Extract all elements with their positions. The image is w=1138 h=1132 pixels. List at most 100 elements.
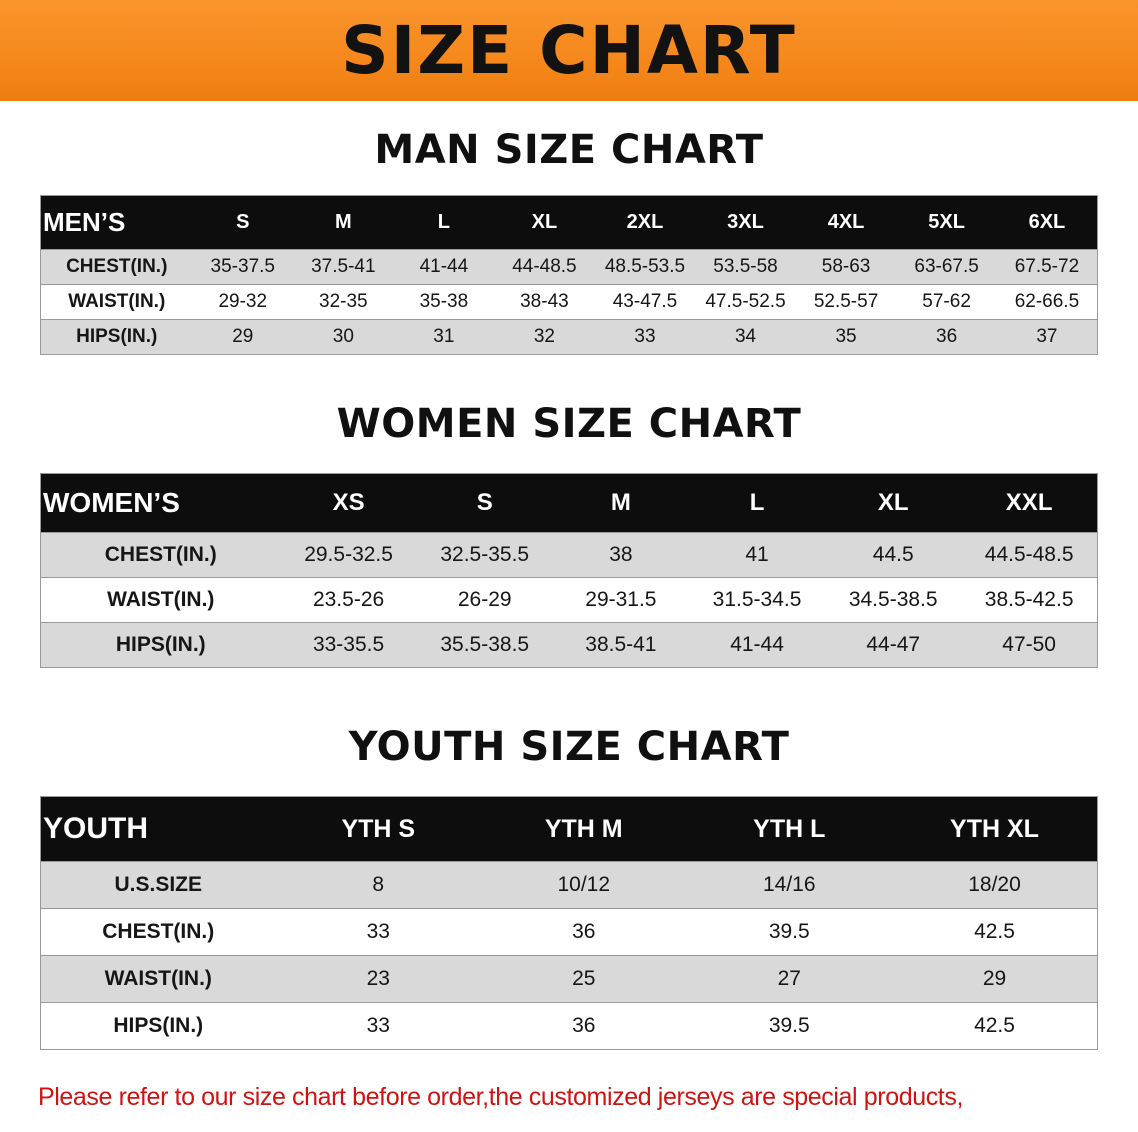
notice-line-1: Please refer to our size chart before or… (38, 1083, 963, 1111)
size-cell: 36 (572, 1014, 596, 1037)
row-label: U.S.SIZE (114, 873, 203, 896)
size-cell: 32-35 (319, 291, 368, 312)
size-cell: 32 (533, 326, 555, 347)
size-cell: 25 (572, 967, 596, 990)
size-cell: 38.5-41 (585, 633, 657, 656)
men-section: MAN SIZE CHART MEN’S S M L XL 2XL 3XL 4X… (0, 127, 1138, 355)
notice-line-2: we don’t accept cancel, change, teturn o… (38, 1129, 861, 1132)
size-cell: 67.5-72 (1014, 256, 1080, 277)
size-column-header: 4XL (795, 195, 897, 250)
size-cell: 23.5-26 (312, 588, 385, 611)
size-cell: 48.5-53.5 (604, 256, 686, 277)
youth-size-table: YOUTH YTH S YTH M YTH L YTH XL U.S.SIZE … (40, 796, 1098, 1050)
size-cell: 63-67.5 (914, 256, 979, 277)
table-row: WAIST(IN.) 29-32 32-35 35-38 38-43 43-47… (40, 284, 1098, 320)
men-heading: MAN SIZE CHART (374, 127, 764, 173)
women-heading: WOMEN SIZE CHART (336, 401, 802, 447)
size-cell: 35-38 (419, 291, 469, 312)
size-cell: 44-48.5 (512, 256, 577, 277)
size-cell: 33 (366, 920, 390, 943)
size-column-header: XL (825, 473, 962, 533)
size-cell: 41-44 (419, 256, 469, 277)
size-column-header: YTH L (686, 796, 892, 862)
table-row: HIPS(IN.) 33 36 39.5 42.5 (40, 1002, 1098, 1050)
size-column-header: M (552, 473, 689, 533)
size-column-header: XS (280, 473, 417, 533)
size-column-header: 5XL (896, 195, 997, 250)
page-title: SIZE CHART (341, 11, 797, 89)
size-cell: 43-47.5 (612, 291, 678, 312)
size-cell: 62-66.5 (1014, 291, 1080, 312)
size-cell: 41 (745, 543, 769, 566)
size-cell: 35 (835, 326, 857, 347)
table-row: CHEST(IN.) 35-37.5 37.5-41 41-44 44-48.5… (40, 249, 1098, 285)
size-cell: 26-29 (457, 588, 512, 611)
table-row: WAIST(IN.) 23.5-26 26-29 29-31.5 31.5-34… (40, 577, 1098, 623)
size-cell: 29-31.5 (585, 588, 657, 611)
size-cell: 42.5 (974, 1014, 1015, 1037)
table-row: HIPS(IN.) 33-35.5 35.5-38.5 38.5-41 41-4… (40, 622, 1098, 668)
size-cell: 27 (777, 967, 801, 990)
table-row: WAIST(IN.) 23 25 27 29 (40, 955, 1098, 1003)
size-cell: 30 (332, 326, 354, 347)
size-cell: 33-35.5 (312, 633, 385, 656)
size-cell: 44-47 (866, 633, 921, 656)
size-column-header: L (688, 473, 826, 533)
youth-section: YOUTH SIZE CHART YOUTH YTH S YTH M YTH L… (0, 724, 1138, 1050)
size-column-header: S (192, 195, 294, 250)
size-column-header: L (393, 195, 495, 250)
size-column-header: YTH S (275, 796, 481, 862)
size-column-header: M (293, 195, 394, 250)
size-column-header: XXL (961, 473, 1098, 533)
size-cell: 8 (372, 873, 385, 896)
women-section: WOMEN SIZE CHART WOMEN’S XS S M L XL XXL… (0, 401, 1138, 668)
size-column-header: 3XL (695, 195, 796, 250)
size-cell: 32.5-35.5 (440, 543, 530, 566)
size-cell: 44.5-48.5 (984, 543, 1074, 566)
men-table-label: MEN’S (40, 195, 193, 250)
size-cell: 39.5 (768, 920, 810, 943)
table-row: CHEST(IN.) 33 36 39.5 42.5 (40, 908, 1098, 956)
size-cell: 33 (634, 326, 656, 347)
size-cell: 44.5 (872, 543, 914, 566)
size-cell: 34 (734, 326, 757, 347)
size-cell: 47-50 (1002, 633, 1056, 656)
row-label: WAIST(IN.) (68, 291, 166, 312)
table-header-row: MEN’S S M L XL 2XL 3XL 4XL 5XL 6XL (40, 195, 1098, 250)
row-label: HIPS(IN.) (115, 633, 206, 656)
table-row: HIPS(IN.) 29 30 31 32 33 34 35 36 37 (40, 319, 1098, 355)
row-label: WAIST(IN.) (104, 967, 212, 990)
row-label: WAIST(IN.) (107, 588, 215, 611)
table-header-row: WOMEN’S XS S M L XL XXL (40, 473, 1098, 533)
banner: SIZE CHART (0, 0, 1138, 101)
size-cell: 47.5-52.5 (705, 291, 786, 312)
size-column-header: 6XL (996, 195, 1098, 250)
size-cell: 29 (982, 967, 1007, 990)
size-cell: 10/12 (557, 873, 611, 896)
women-table-label: WOMEN’S (40, 473, 281, 533)
size-cell: 35-37.5 (210, 256, 275, 277)
men-size-table: MEN’S S M L XL 2XL 3XL 4XL 5XL 6XL CHEST… (40, 195, 1098, 355)
women-size-table: WOMEN’S XS S M L XL XXL CHEST(IN.) 29.5-… (40, 473, 1098, 668)
size-cell: 58-63 (821, 256, 871, 277)
size-cell: 31.5-34.5 (712, 588, 802, 611)
size-cell: 36 (936, 326, 958, 347)
size-cell: 52.5-57 (813, 291, 879, 312)
table-row: CHEST(IN.) 29.5-32.5 32.5-35.5 38 41 44.… (40, 532, 1098, 578)
size-column-header: S (416, 473, 553, 533)
size-cell: 33 (366, 1014, 390, 1037)
size-column-header: YTH XL (892, 796, 1098, 862)
row-label: CHEST(IN.) (66, 256, 168, 277)
row-label: HIPS(IN.) (113, 1014, 204, 1037)
size-cell: 38-43 (520, 291, 569, 312)
size-cell: 29-32 (218, 291, 268, 312)
table-row: U.S.SIZE 8 10/12 14/16 18/20 (40, 861, 1098, 909)
size-cell: 41-44 (730, 633, 784, 656)
size-cell: 53.5-58 (713, 256, 778, 277)
size-cell: 38.5-42.5 (984, 588, 1074, 611)
size-cell: 18/20 (968, 873, 1021, 896)
table-header-row: YOUTH YTH S YTH M YTH L YTH XL (40, 796, 1098, 862)
size-cell: 35.5-38.5 (440, 633, 530, 656)
size-column-header: YTH M (481, 796, 687, 862)
